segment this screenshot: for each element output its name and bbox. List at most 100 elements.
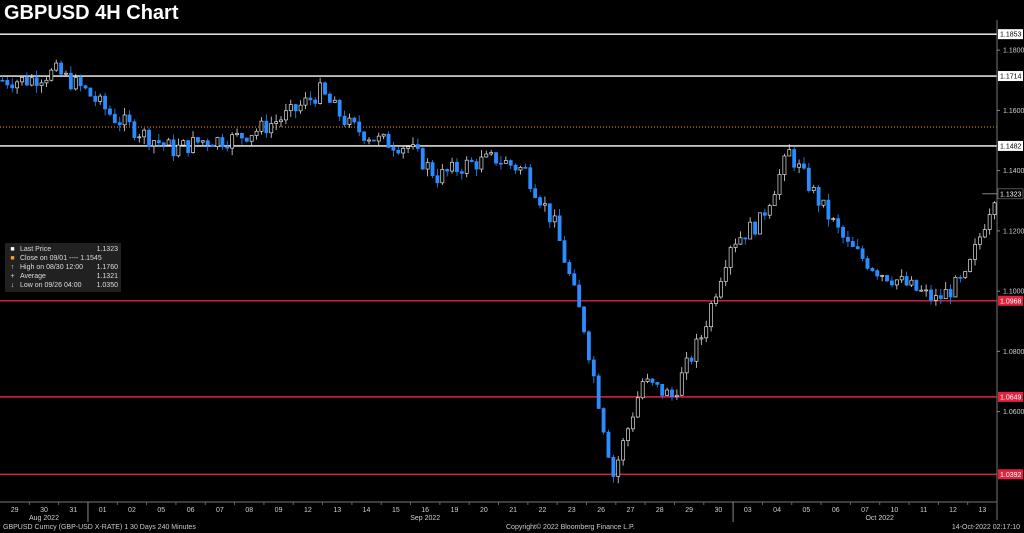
candle-body [391,147,396,151]
candle-body [689,357,694,362]
candle-body [327,93,332,103]
x-tick-label: 05 [802,507,810,514]
x-tick-label: 16 [421,507,429,514]
candle-body [313,99,318,104]
x-tick-label: 05 [157,507,165,514]
level-label-box [998,71,1023,82]
candle-body [567,262,572,275]
plus-icon: + [10,273,15,280]
candle-body [205,140,210,146]
candle-body [435,175,440,184]
candle-body [855,246,860,250]
candle-body [831,218,836,220]
x-tick-label: 13 [978,507,986,514]
candles [0,59,997,484]
candle-body [929,289,933,301]
candle-body [543,203,547,206]
candle-body [68,72,73,90]
y-tick-label: 1.1600 [1003,108,1024,115]
candle-body [894,279,899,286]
candle-body [332,99,337,103]
candle-body [635,397,640,418]
candle-body [890,280,894,286]
candle-body [132,121,137,138]
candle-body [24,77,29,86]
candle-body [860,248,865,259]
candle-body [591,359,596,377]
candle-body [709,303,714,328]
candle-body [679,372,684,396]
y-tick-label: 1.1800 [1003,48,1024,55]
candle-body [513,164,518,171]
candle-body [401,147,406,154]
candle-body [547,203,552,223]
x-tick-label: 13 [333,507,341,514]
level-label: 1.0649 [1000,394,1022,401]
candle-body [714,296,718,304]
candle-body [973,244,977,260]
x-tick-label: 27 [627,507,635,514]
candle-body [44,79,49,84]
candle-body [699,337,704,340]
candle-body [54,62,59,71]
candle-body [938,295,943,299]
x-tick-label: 08 [245,507,253,514]
candle-body [718,281,723,298]
x-tick-label: 10 [890,507,898,514]
candle-body [459,171,464,174]
candle-body [176,144,181,157]
candle-body [508,160,513,166]
candle-body [303,97,308,106]
x-tick-label: 30 [40,507,48,514]
candle-body [318,82,323,104]
level-label-box [998,29,1023,40]
candle-body [782,155,787,175]
legend-item-last-price: ■ Last Price 1.1323 [8,245,118,254]
candle-body [376,135,381,142]
candle-body [694,338,699,362]
candle-body [870,268,875,272]
candle-body [811,186,816,191]
x-tick-label: 29 [11,507,19,514]
legend-item-low: ↓ Low on 09/26 04:00 1.0350 [8,281,118,290]
candle-body [958,277,963,279]
candle-body [943,289,948,299]
x-tick-label: 15 [392,507,400,514]
candle-body [0,79,5,82]
y-tick-label: 1.1200 [1003,228,1024,235]
level-label: 1.1853 [1000,32,1022,39]
candle-body [117,122,122,126]
candle-body [88,87,93,97]
candle-body [474,161,479,170]
candle-body [283,110,288,121]
candle-body [630,416,635,430]
candle-body [489,152,494,155]
candle-body [885,275,889,282]
candle-body [841,226,845,238]
candle-body [611,456,616,477]
x-tick-label: 22 [539,507,547,514]
candle-body [308,97,313,101]
candle-body [806,167,811,191]
candle-body [396,149,401,154]
axes: 1.06001.08001.10001.12001.14001.16001.18… [0,20,1024,522]
candle-body [171,139,176,157]
candle-body [919,289,924,292]
level-label: 1.0968 [1000,298,1022,305]
candle-body [596,375,601,409]
level-label: 1.1482 [1000,143,1022,150]
candle-body [386,133,391,148]
y-tick-label: 1.0800 [1003,349,1024,356]
candle-body [816,186,821,206]
candle-body [503,160,508,164]
x-tick-label: 21 [509,507,517,514]
candle-body [704,326,709,339]
x-tick-label: 04 [773,507,781,514]
candle-body [606,431,611,458]
legend-label: High on 08/30 12:00 [20,264,84,271]
month-label: Oct 2022 [865,515,894,522]
candle-body [64,72,68,75]
candle-body [156,140,161,144]
candle-body [78,77,83,87]
candle-body [147,129,151,147]
